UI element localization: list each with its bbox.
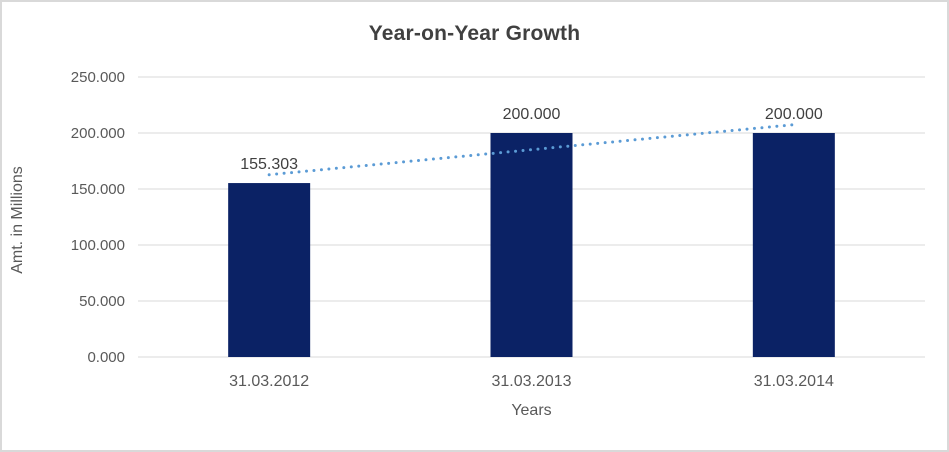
data-label: 155.303	[240, 156, 298, 173]
y-tick-label: 50.000	[79, 293, 125, 310]
data-label: 200.000	[503, 106, 561, 123]
y-tick-label: 100.000	[71, 237, 125, 254]
bar	[752, 133, 835, 357]
bar	[228, 183, 311, 357]
x-tick-label: 31.03.2012	[229, 373, 309, 390]
bar	[490, 133, 573, 357]
y-tick-label: 150.000	[71, 181, 125, 198]
y-tick-label: 250.000	[71, 69, 125, 86]
x-axis-title: Years	[511, 402, 552, 419]
y-tick-label: 200.000	[71, 125, 125, 142]
data-label: 200.000	[765, 106, 823, 123]
x-tick-label: 31.03.2014	[754, 373, 834, 390]
trendline	[267, 123, 796, 177]
y-tick-label: 0.000	[87, 349, 125, 366]
y-axis-title: Amt. in Millions	[9, 166, 26, 274]
x-tick-label: 31.03.2013	[491, 373, 571, 390]
chart-title: Year-on-Year Growth	[368, 22, 581, 45]
